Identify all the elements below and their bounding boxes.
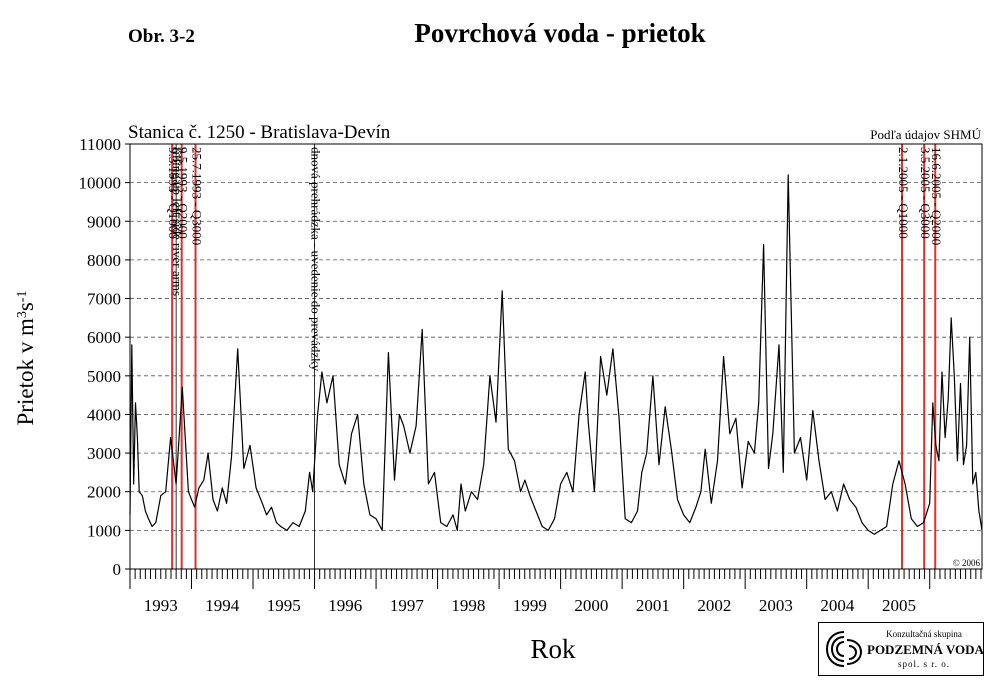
logo-mark-icon (825, 631, 863, 667)
x-tick-label: 1998 (451, 596, 485, 615)
event-label: 25.7.1993 - Q3000 (190, 147, 205, 245)
x-tick-label: 1999 (513, 596, 547, 615)
y-axis-label-sup2: -1 (15, 291, 30, 303)
event-label: 9.5.1993 - Q2000 (176, 147, 191, 239)
y-tick-label: 4000 (87, 405, 121, 424)
y-tick-label: 6000 (87, 328, 121, 347)
y-tick-label: 3000 (87, 444, 121, 463)
y-ticks: 0 1000 2000 3000 4000 5000 6000 7000 8000 9000 100… (79, 135, 130, 579)
y-tick-label: 9000 (87, 212, 121, 231)
y-tick-label: 10000 (79, 174, 122, 193)
x-tick-label: 2001 (636, 596, 670, 615)
x-tick-label: 2004 (820, 596, 855, 615)
source-note: Podľa údajov SHMÚ (870, 127, 981, 142)
grid-lines (130, 182, 982, 531)
event-label: 16.6.2005 - Q2000 (929, 147, 944, 245)
y-axis-label-sup1: 3 (15, 311, 30, 318)
series-line (129, 174, 983, 535)
event-label: 9.3.1993 - Q1000 (166, 147, 181, 239)
x-axis-label: Rok (530, 634, 576, 664)
x-tick-label: 2000 (574, 596, 608, 615)
y-axis-label-main: Prietok v m (13, 318, 38, 425)
copyright-note: © 2006 (953, 558, 981, 568)
logo-line-2: PODZEMNÁ VODA (867, 642, 984, 657)
figure-label: Obr. 3-2 (128, 26, 195, 47)
x-tick-label: 1993 (144, 596, 178, 615)
x-tick-label: 2003 (759, 596, 793, 615)
event-label: 3.5.2005 - Q3000 (918, 147, 933, 239)
y-axis-label: Prietok v m3s-1 (13, 291, 38, 426)
y-tick-label: 7000 (87, 290, 121, 309)
y-tick-label: 11000 (79, 135, 121, 154)
chart-subtitle: Stanica č. 1250 - Bratislava-Devín (128, 122, 391, 143)
x-tick-label: 1996 (328, 596, 362, 615)
x-ticks: 1993 1994 1995 1996 1997 1998 1999 2000 2001 2002… (129, 569, 982, 615)
y-tick-label: 5000 (87, 367, 121, 386)
x-tick-label: 2005 (882, 596, 916, 615)
event-label: filling up left side river arms (170, 147, 185, 296)
x-tick-label: 1994 (205, 596, 240, 615)
x-tick-label: 1997 (390, 596, 425, 615)
y-tick-label: 1000 (87, 521, 121, 540)
series-layer (129, 174, 983, 535)
y-tick-label: 8000 (87, 251, 121, 270)
logo-line-3: spol. s r. o. (897, 659, 950, 669)
y-axis-label-mid: s (13, 302, 38, 311)
plot-frame (129, 143, 983, 570)
page-title: Povrchová voda - prietok (414, 18, 706, 48)
x-tick-label: 2002 (697, 596, 731, 615)
x-tick-label: 1995 (267, 596, 301, 615)
y-tick-label: 0 (113, 560, 122, 579)
event-label: dnová prehrádzka - uvedenie do prevádzky (309, 147, 324, 372)
y-tick-label: 2000 (87, 483, 121, 502)
logo-line-1: Konzultačná skupina (886, 629, 962, 639)
event-label: 2.1.2005 - Q1000 (896, 147, 911, 239)
company-logo: Konzultačná skupina PODZEMNÁ VODA spol. … (818, 622, 984, 676)
